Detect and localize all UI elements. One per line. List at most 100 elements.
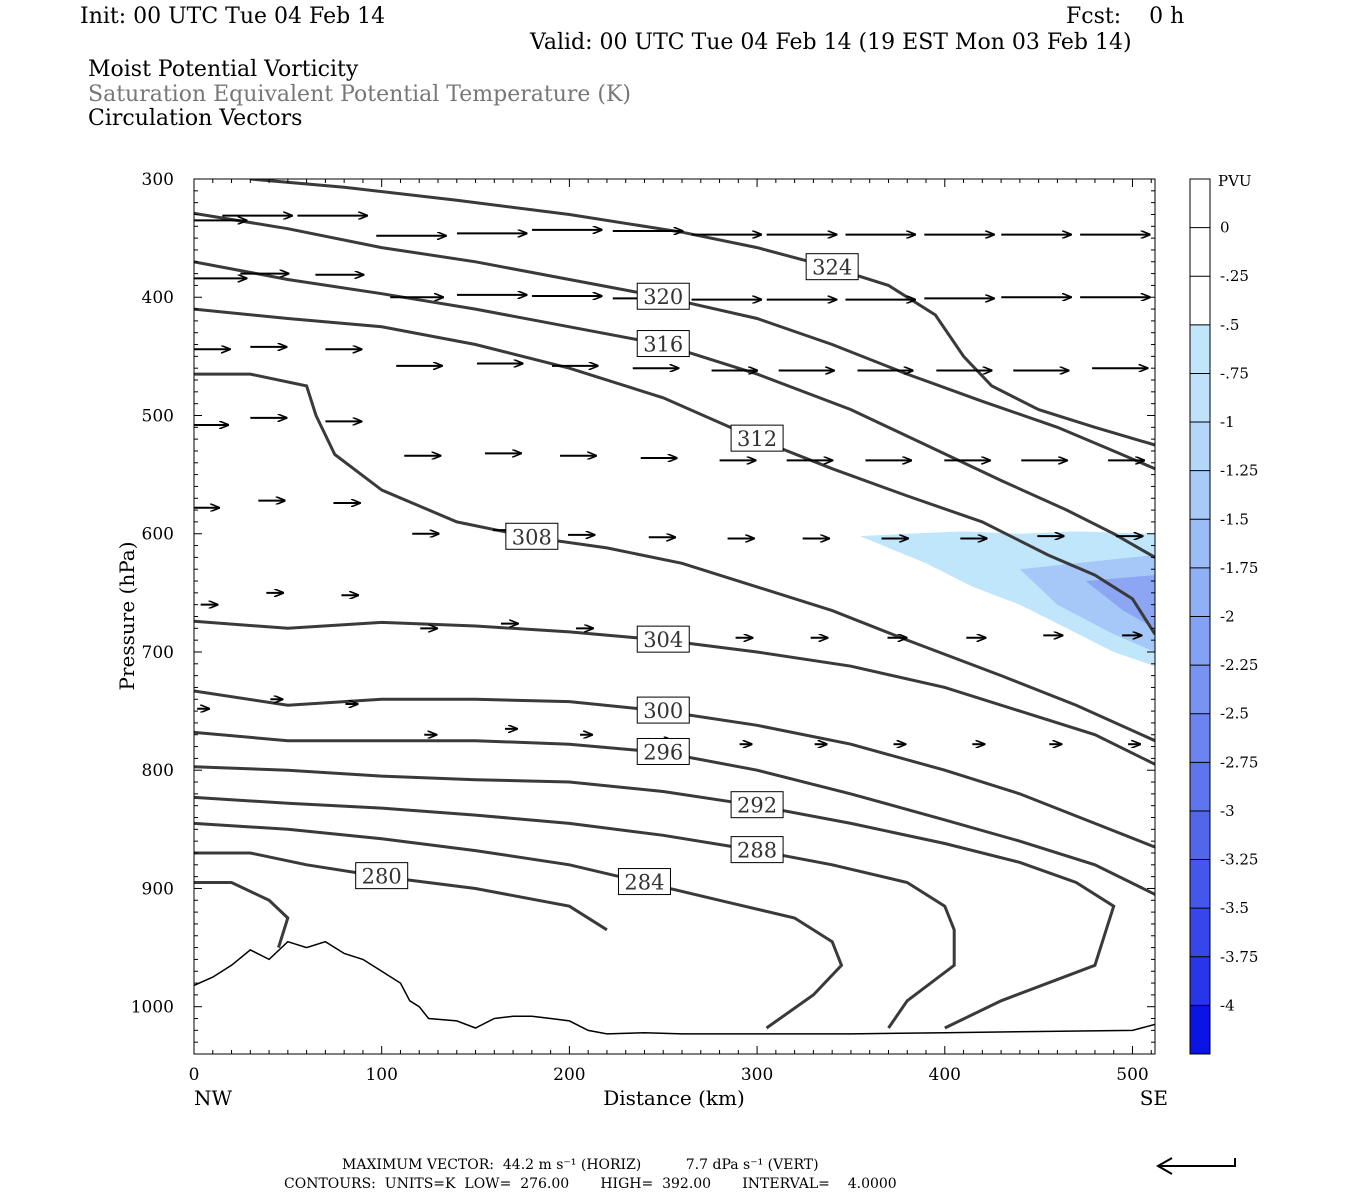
colorbar-segment bbox=[1190, 665, 1210, 714]
contour-label-box bbox=[636, 696, 690, 724]
colorbar-segment bbox=[1190, 179, 1210, 228]
forecast-hour: Fcst: 0 h bbox=[1066, 4, 1185, 29]
colorbar-label: -1.25 bbox=[1220, 462, 1258, 480]
contour-label-text: 312 bbox=[737, 427, 777, 451]
colorbar-segment bbox=[1190, 227, 1210, 277]
colorbar-segment bbox=[1190, 762, 1210, 811]
colorbar-label: -.25 bbox=[1220, 267, 1249, 285]
contour-label: 292 bbox=[730, 791, 784, 819]
theta-contour bbox=[194, 730, 1155, 896]
y-tick-label: 500 bbox=[142, 406, 174, 426]
colorbar-label: -1.5 bbox=[1220, 510, 1249, 528]
axis-ticks: 300 400 500 600 700 800 900 1000 0 100 200 300 400 50… bbox=[131, 170, 1155, 1085]
theta-contour bbox=[194, 765, 1116, 1030]
contour-label: 296 bbox=[636, 737, 690, 765]
contour-label-text: 284 bbox=[624, 871, 664, 895]
colorbar-segment bbox=[1190, 324, 1210, 374]
colorbar-label: -3.5 bbox=[1220, 899, 1249, 917]
contour-labels: 324 320 316 312 308 304 300 296 292 288 284 280 bbox=[355, 253, 859, 896]
init-time: Init: 00 UTC Tue 04 Feb 14 bbox=[80, 4, 386, 29]
y-tick-label: 1000 bbox=[131, 998, 174, 1018]
theta-contour bbox=[194, 881, 290, 949]
contour-label-text: 320 bbox=[643, 285, 683, 309]
colorbar-label: -2.75 bbox=[1220, 753, 1258, 771]
colorbar-label: -3 bbox=[1220, 802, 1235, 820]
contour-label-box bbox=[805, 253, 859, 281]
colorbar-label: 0 bbox=[1220, 219, 1230, 237]
theta-contour bbox=[250, 179, 1155, 447]
contour-label: 284 bbox=[617, 868, 671, 896]
colorbar-segment bbox=[1190, 1005, 1210, 1054]
theta-contour bbox=[194, 372, 1155, 743]
pv-shading bbox=[860, 531, 1155, 667]
y-tick-label: 900 bbox=[142, 879, 174, 899]
y-tick-label: 600 bbox=[142, 525, 174, 545]
colorbar-label: -.5 bbox=[1220, 316, 1239, 334]
contour-label: 308 bbox=[505, 522, 559, 550]
plot-frame bbox=[193, 178, 1156, 1055]
contour-label-box bbox=[636, 330, 690, 358]
y-tick-label: 400 bbox=[142, 288, 174, 308]
contour-label-box bbox=[730, 836, 784, 864]
contour-label-box bbox=[730, 791, 784, 819]
x-tick-label: 500 bbox=[1116, 1065, 1148, 1085]
circulation-vectors bbox=[194, 216, 1150, 745]
colorbar-segment bbox=[1190, 276, 1210, 325]
y-axis-label: Pressure (hPa) bbox=[115, 542, 139, 691]
colorbar-segment bbox=[1190, 859, 1210, 909]
contour-label: 320 bbox=[636, 282, 690, 310]
colorbar-label: -1 bbox=[1220, 413, 1235, 431]
contour-label-box bbox=[355, 862, 409, 890]
colorbar-segment bbox=[1190, 470, 1210, 520]
contour-label-box bbox=[730, 424, 784, 452]
contour-label-text: 296 bbox=[643, 740, 683, 764]
colorbar-label: -2 bbox=[1220, 608, 1235, 626]
pv-region-dark bbox=[1085, 575, 1155, 629]
contour-label-box bbox=[636, 282, 690, 310]
x-tick-label: 400 bbox=[929, 1065, 961, 1085]
contour-label: 312 bbox=[730, 424, 784, 452]
field-title-pv: Moist Potential Vorticity bbox=[88, 57, 359, 82]
x-right-end-label: SE bbox=[1140, 1086, 1168, 1110]
colorbar-segment bbox=[1190, 567, 1210, 617]
colorbar-segment bbox=[1190, 713, 1210, 763]
contour-label: 300 bbox=[636, 696, 690, 724]
colorbar-segment bbox=[1190, 422, 1210, 471]
y-tick-label: 300 bbox=[142, 170, 174, 190]
theta-contour bbox=[194, 795, 956, 1029]
contour-label-text: 308 bbox=[512, 525, 552, 549]
contour-label-text: 324 bbox=[812, 256, 852, 280]
contour-label: 316 bbox=[636, 330, 690, 358]
contour-label-text: 300 bbox=[643, 699, 683, 723]
colorbar-segment bbox=[1190, 956, 1210, 1006]
terrain-surface bbox=[194, 940, 1155, 1035]
contour-label-text: 292 bbox=[737, 794, 777, 818]
x-axis-label: Distance (km) bbox=[603, 1086, 745, 1110]
valid-time: Valid: 00 UTC Tue 04 Feb 14 (19 EST Mon … bbox=[530, 30, 1132, 55]
contour-label: 304 bbox=[636, 625, 690, 653]
theta-contour bbox=[194, 821, 844, 1030]
theta-contour bbox=[194, 307, 1155, 636]
colorbar-label: -4 bbox=[1220, 996, 1235, 1014]
x-tick-label: 300 bbox=[741, 1065, 773, 1085]
footer-contour-info: CONTOURS: UNITS=K LOW= 276.00 HIGH= 392.… bbox=[284, 1176, 897, 1192]
x-tick-label: 200 bbox=[553, 1065, 585, 1085]
colorbar-segment bbox=[1190, 908, 1210, 957]
y-tick-label: 800 bbox=[142, 761, 174, 781]
colorbar-label: -3.25 bbox=[1220, 851, 1258, 869]
x-left-end-label: NW bbox=[194, 1086, 233, 1110]
colorbar-label: -2.25 bbox=[1220, 656, 1258, 674]
colorbar-segment bbox=[1190, 810, 1210, 860]
footer-max-vector: MAXIMUM VECTOR: 44.2 m s⁻¹ (HORIZ) 7.7 d… bbox=[342, 1157, 819, 1173]
reference-vector-arrow bbox=[1155, 1157, 1236, 1175]
colorbar-segment bbox=[1190, 519, 1210, 568]
colorbar-label: -1.75 bbox=[1220, 559, 1258, 577]
contour-label-box bbox=[636, 625, 690, 653]
pv-colorbar: 0 -.25 -.5 -.75 -1 -1.25 -1.5 -1.75 -2 -2.25 -2.5 -… bbox=[1189, 178, 1258, 1055]
theta-contour bbox=[194, 619, 1155, 766]
contour-label: 288 bbox=[730, 836, 784, 864]
theta-contour bbox=[194, 689, 1155, 849]
colorbar-segment bbox=[1190, 616, 1210, 666]
y-tick-label: 700 bbox=[142, 643, 174, 663]
